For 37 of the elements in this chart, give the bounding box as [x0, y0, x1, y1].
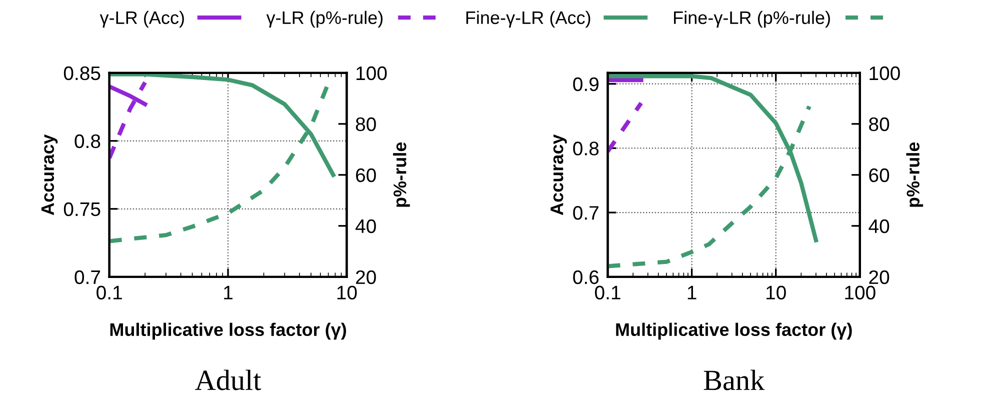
- y2-tick-label: 20: [869, 270, 890, 284]
- text: Adult: [195, 370, 262, 390]
- y-tick-label: 0.7: [573, 206, 598, 220]
- y2-axis-title: p%-rule: [393, 142, 410, 207]
- y2-tick-label: 80: [869, 117, 890, 132]
- x-tick-label: 1: [688, 286, 696, 300]
- y2-tick-label: 60: [869, 168, 890, 182]
- x-tick-label: 0.1: [594, 286, 620, 300]
- y2-tick-label: 100: [870, 66, 900, 80]
- y2-tick-label: 20: [356, 270, 376, 284]
- y2-tick-label: 100: [356, 66, 387, 80]
- y2-tick-label: 80: [356, 117, 376, 132]
- legend-label: γ-LR (Acc): [100, 10, 184, 28]
- y2-tick-label: 40: [356, 219, 376, 234]
- y-axis-title: Accuracy: [550, 134, 567, 216]
- y-tick-label: 0.6: [573, 270, 599, 284]
- legend-label: γ-LR (p%-rule): [266, 10, 383, 28]
- legend-label: Fine-γ-LR (Acc): [466, 10, 590, 28]
- text: Bank: [704, 370, 765, 390]
- x-tick-label: 1: [224, 286, 232, 300]
- y-tick-label: 0.8: [74, 134, 100, 148]
- y-tick-label: 0.75: [64, 202, 100, 216]
- y2-tick-label: 40: [868, 219, 890, 234]
- x-tick-label: 100: [845, 286, 876, 300]
- x-axis-title: Multiplicative loss factor (γ): [110, 322, 346, 340]
- x-tick-label: 0.1: [96, 286, 122, 300]
- y2-axis-title: p%-rule: [906, 142, 924, 207]
- y-tick-label: 0.7: [74, 270, 100, 284]
- legend-label: Fine-γ-LR (p%-rule): [674, 10, 830, 28]
- y-tick-label: 0.85: [64, 66, 100, 80]
- x-axis-title: Multiplicative loss factor (γ): [616, 322, 852, 340]
- y-tick-label: 0.8: [573, 142, 599, 156]
- y-axis-title: Accuracy: [41, 134, 58, 216]
- y2-tick-label: 60: [356, 168, 376, 182]
- y-tick-label: 0.9: [573, 77, 598, 92]
- x-tick-label: 10: [766, 286, 786, 300]
- x-tick-label: 10: [337, 286, 357, 300]
